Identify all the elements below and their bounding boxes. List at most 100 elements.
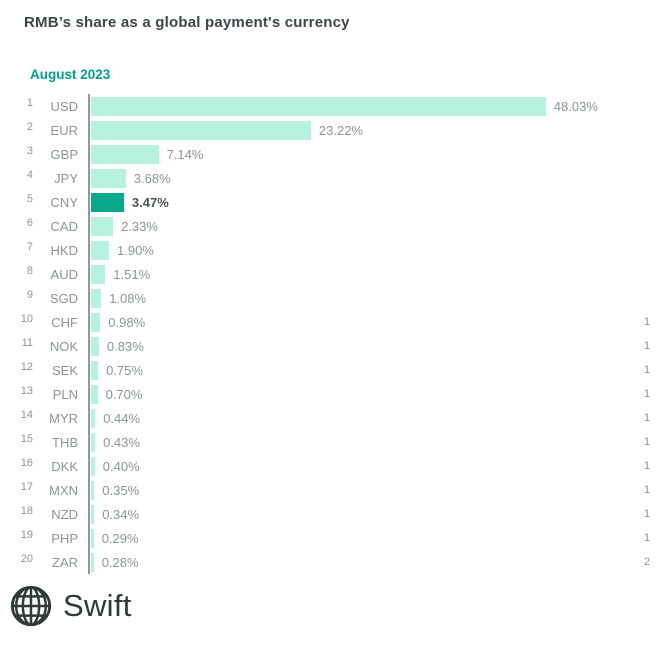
chart-row: 14 MYR 0.44% 1 [0, 406, 660, 430]
bar-track: 0.29% [88, 526, 660, 550]
edge-rank-digit: 1 [644, 532, 651, 544]
chart-row: 8 AUD 1.51% [0, 262, 660, 286]
bar [91, 216, 114, 236]
value-label: 0.98% [108, 314, 146, 330]
currency-code: DKK [51, 458, 78, 474]
bar [91, 336, 99, 356]
chart-row: 5 CNY 3.47% [0, 190, 660, 214]
value-label: 2.33% [121, 218, 158, 234]
chart-row: 13 PLN 0.70% 1 [0, 382, 660, 406]
bar [91, 552, 94, 572]
bar-track: 0.70% [88, 382, 660, 406]
rank-label: 11 [21, 337, 33, 349]
chart-row: 1 USD 48.03% [0, 94, 660, 118]
page-title: RMB’s share as a global payment's curren… [24, 14, 350, 31]
rank-label: 7 [26, 241, 33, 253]
currency-code: NOK [49, 338, 78, 354]
currency-code: AUD [50, 266, 78, 282]
chart-row: 16 DKK 0.40% 1 [0, 454, 660, 478]
value-label: 7.14% [166, 146, 204, 162]
bar [91, 408, 96, 428]
chart-row: 20 ZAR 0.28% 2 [0, 550, 660, 574]
bar-track: 1.90% [88, 238, 660, 262]
currency-code: THB [52, 434, 78, 450]
currency-code: ZAR [52, 554, 78, 570]
currency-code: SEK [51, 362, 78, 378]
currency-code: GBP [50, 146, 78, 162]
bar-highlighted [91, 192, 124, 212]
value-label: 0.28% [101, 554, 139, 570]
rank-label: 17 [20, 481, 33, 493]
value-label: 1.90% [117, 242, 154, 258]
edge-rank-digit: 1 [644, 340, 651, 352]
bar-track: 0.83% [88, 334, 660, 358]
bar [91, 432, 96, 452]
bar [91, 528, 94, 548]
chart-row: 6 CAD 2.33% [0, 214, 660, 238]
currency-code: CNY [50, 194, 78, 210]
edge-rank-digit: 1 [644, 436, 651, 448]
value-label: 0.83% [106, 338, 144, 354]
bar [91, 384, 98, 404]
bar [91, 504, 95, 524]
bar [91, 456, 95, 476]
bar-track: 0.40% [88, 454, 660, 478]
edge-rank-digit: 1 [644, 460, 651, 472]
currency-code: PHP [51, 530, 78, 546]
rank-label: 20 [20, 553, 33, 565]
rank-label: 10 [20, 313, 33, 325]
bar-track: 23.22% [88, 118, 660, 142]
currency-code: HKD [50, 242, 78, 258]
rank-label: 2 [26, 121, 33, 133]
rank-label: 4 [26, 169, 33, 181]
rank-label: 14 [20, 409, 33, 421]
bar-track: 2.33% [88, 214, 660, 238]
bar-track: 1.08% [88, 286, 660, 310]
chart-row: 7 HKD 1.90% [0, 238, 660, 262]
bar-track: 3.68% [88, 166, 660, 190]
rank-label: 8 [26, 265, 33, 277]
bar-track: 0.43% [88, 430, 660, 454]
value-label: 0.29% [101, 530, 139, 546]
chart-row: 19 PHP 0.29% 1 [0, 526, 660, 550]
bar-track: 0.98% [88, 310, 660, 334]
value-label: 0.35% [102, 482, 140, 498]
bar-track: 0.75% [88, 358, 660, 382]
currency-code: PLN [52, 386, 78, 402]
chart-row: 11 NOK 0.83% 1 [0, 334, 660, 358]
bar [91, 360, 99, 380]
bar [91, 240, 109, 260]
chart-row: 18 NZD 0.34% 1 [0, 502, 660, 526]
value-label: 48.03% [553, 98, 598, 114]
edge-rank-digit: 1 [644, 388, 651, 400]
chart-row: 10 CHF 0.98% 1 [0, 310, 660, 334]
chart-page: RMB’s share as a global payment's curren… [0, 14, 660, 629]
bar-track: 48.03% [88, 94, 660, 118]
chart-subtitle: August 2023 [30, 67, 111, 82]
bar-track: 0.35% [88, 478, 660, 502]
brand-name: Swift [63, 588, 132, 623]
currency-code: USD [50, 98, 78, 114]
currency-code: NZD [51, 506, 78, 522]
rank-label: 16 [20, 457, 33, 469]
currency-code: EUR [50, 122, 78, 138]
rank-label: 3 [26, 145, 33, 157]
rank-label: 6 [26, 217, 33, 229]
value-label: 3.68% [133, 170, 171, 186]
edge-rank-digit: 1 [644, 364, 651, 376]
value-label: 0.75% [106, 362, 143, 378]
bar [91, 312, 101, 332]
currency-code: CHF [51, 314, 78, 330]
bar-track: 1.51% [88, 262, 660, 286]
chart-row: 9 SGD 1.08% [0, 286, 660, 310]
chart-row: 3 GBP 7.14% [0, 142, 660, 166]
bar-track: 7.14% [88, 142, 660, 166]
bar-chart: 1 USD 48.03% 2 EUR 23.22% 3 GBP 7.14% 4 JPY 3.68% 5 C… [0, 94, 660, 574]
value-label: 0.44% [103, 410, 141, 426]
edge-rank-digit: 1 [644, 316, 651, 328]
rank-label: 5 [26, 193, 33, 205]
rank-label: 13 [20, 385, 33, 397]
bar [91, 480, 95, 500]
rank-label: 12 [20, 361, 33, 373]
bar [91, 120, 311, 140]
